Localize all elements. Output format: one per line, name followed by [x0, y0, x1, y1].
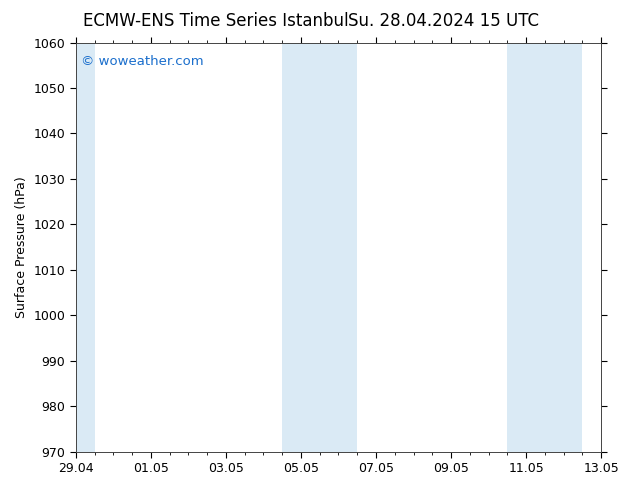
Y-axis label: Surface Pressure (hPa): Surface Pressure (hPa) — [15, 176, 28, 318]
Bar — [507, 43, 545, 452]
Text: ECMW-ENS Time Series Istanbul: ECMW-ENS Time Series Istanbul — [83, 12, 348, 30]
Text: Su. 28.04.2024 15 UTC: Su. 28.04.2024 15 UTC — [348, 12, 540, 30]
Bar — [320, 43, 357, 452]
Text: © woweather.com: © woweather.com — [81, 55, 204, 68]
Bar — [68, 43, 94, 452]
Bar — [282, 43, 320, 452]
Bar — [545, 43, 583, 452]
